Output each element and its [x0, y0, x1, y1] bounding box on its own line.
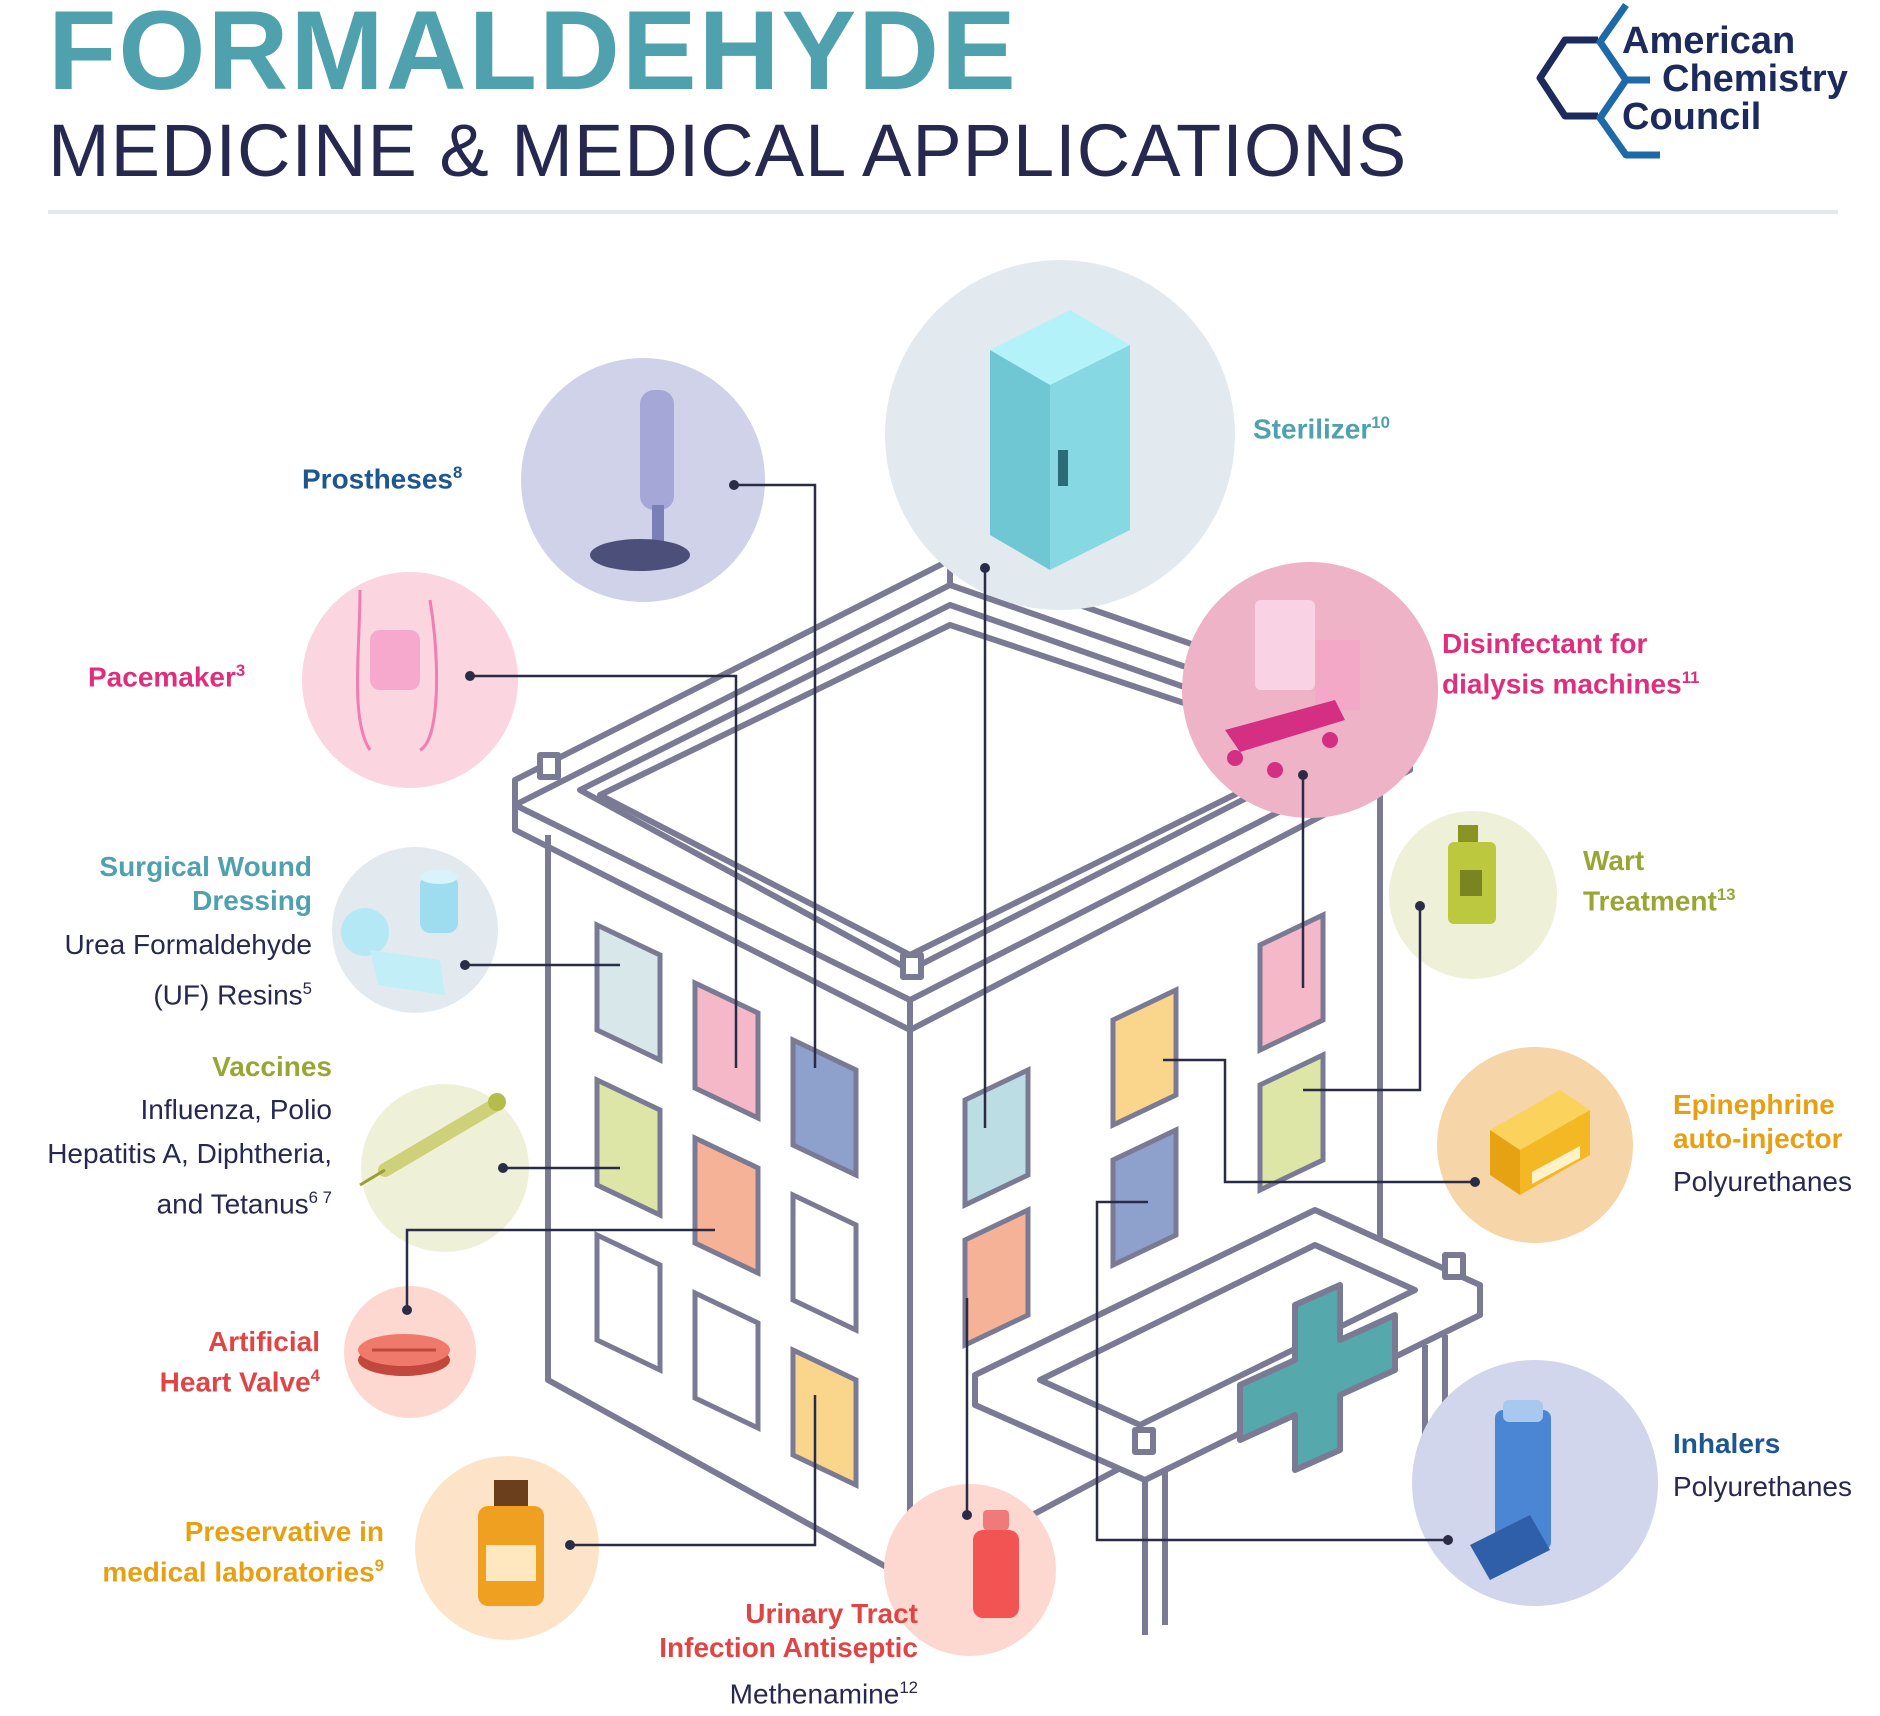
wound-dressing-label: Surgical Wound Dressing: [99, 851, 312, 916]
wart-treatment-label: Wart Treatment13: [1583, 845, 1736, 917]
page-subtitle: MEDICINE & MEDICAL APPLICATIONS: [48, 109, 1408, 192]
lab-bottle-icon: [478, 1480, 544, 1606]
preservative-label: Preservative in medical laboratories9: [102, 1516, 384, 1588]
connector-dots: [402, 480, 1480, 1550]
epinephrine-injector-icon: [1490, 1090, 1590, 1195]
sterilizer-icon: [990, 310, 1130, 570]
syringe-icon: [359, 1093, 506, 1187]
wound-dressing-desc: Urea Formaldehyde (UF) Resins5: [64, 929, 312, 1011]
logo-line-2: Chemistry: [1662, 58, 1848, 100]
acc-logo: American Chemistry Council: [1622, 22, 1848, 136]
urinary-antiseptic-label: Urinary Tract Infection Antiseptic: [659, 1598, 918, 1663]
dialysis-label: Disinfectant for dialysis machines11: [1442, 628, 1700, 700]
prosthesis-icon: [590, 390, 690, 571]
wound-dressing-icon: [341, 870, 458, 995]
inhalers-label: Inhalers: [1673, 1428, 1781, 1459]
wart-treatment-bottle-icon: [1448, 825, 1496, 924]
hexagon-logo-icon: [1536, 2, 1660, 159]
logo-line-1: American: [1622, 20, 1796, 62]
hospital-cross-icon: [1237, 1282, 1398, 1473]
header-divider: [48, 210, 1838, 214]
vaccines-desc: Influenza, Polio Hepatitis A, Diphtheria…: [47, 1094, 332, 1220]
epinephrine-desc: Polyurethanes: [1673, 1166, 1853, 1197]
heart-valve-icon: [358, 1334, 450, 1376]
dialysis-machine-icon: [1225, 600, 1360, 778]
logo-line-3: Council: [1622, 96, 1762, 138]
icon-circles: [302, 260, 1658, 1656]
urinary-antiseptic-desc: Methenamine12: [729, 1678, 918, 1710]
page-title: FORMALDEHYDE: [48, 0, 1018, 113]
pacemaker-label: Pacemaker3: [88, 661, 246, 693]
vaccines-label: Vaccines: [212, 1051, 332, 1082]
antiseptic-bottle-icon: [973, 1510, 1019, 1618]
heart-valve-label: Artificial Heart Valve4: [159, 1326, 320, 1398]
connector-lines: [405, 483, 1475, 1547]
epinephrine-label: Epinephrine auto-injector: [1673, 1089, 1843, 1154]
inhaler-icon: [1470, 1400, 1551, 1580]
pacemaker-icon: [356, 589, 439, 752]
prostheses-label: Prostheses8: [302, 463, 463, 495]
sterilizer-label: Sterilizer10: [1253, 413, 1390, 445]
inhalers-desc: Polyurethanes: [1673, 1471, 1853, 1502]
